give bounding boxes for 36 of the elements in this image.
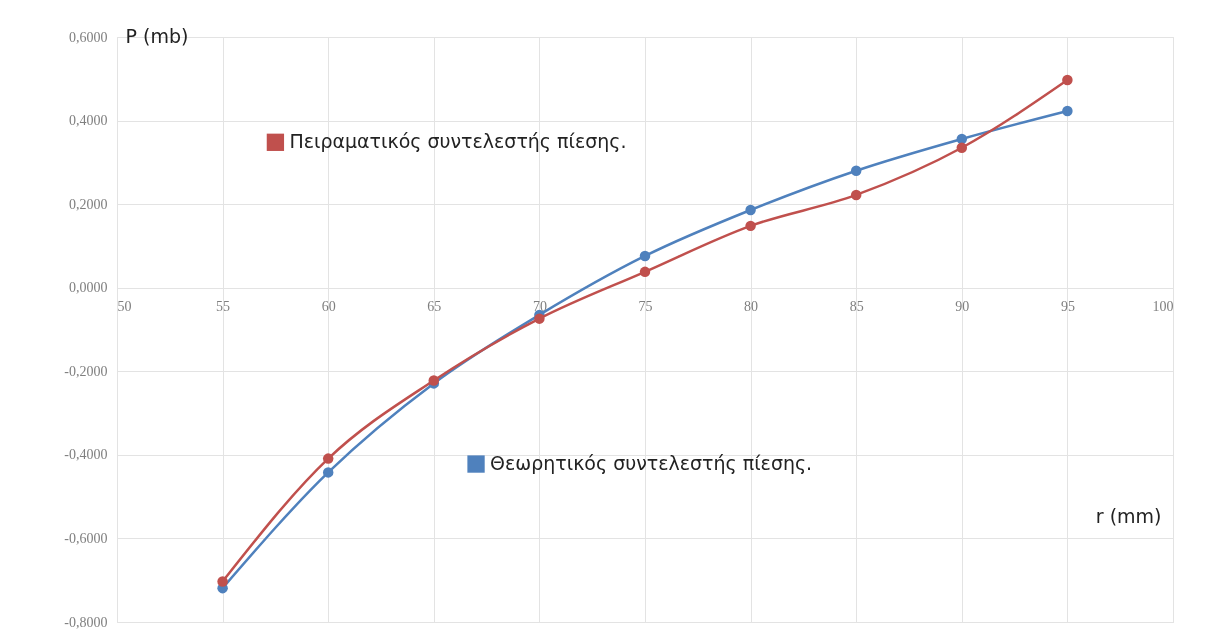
x-tick-label: 100	[1152, 299, 1174, 315]
x-tick-label: 65	[427, 299, 442, 315]
y-tick-label: -0,2000	[64, 363, 108, 379]
point	[850, 165, 862, 176]
point	[745, 220, 756, 232]
y-tick-label: -0,4000	[64, 447, 108, 463]
y-tick-label: 0,2000	[69, 196, 108, 212]
point	[850, 189, 862, 201]
x-tick-label: 85	[849, 299, 864, 315]
point	[322, 467, 334, 478]
x-tick-label: 50	[117, 299, 132, 315]
point	[639, 250, 651, 262]
x-axis-title: r (mm)	[1095, 504, 1162, 527]
legend-label: Θεωρητικός συντελεστής πίεσης.	[490, 452, 813, 475]
x-tick-label: 60	[321, 299, 336, 315]
y-tick-label: 0,0000	[69, 280, 108, 296]
point	[217, 576, 228, 587]
point	[1062, 105, 1073, 117]
point	[956, 133, 968, 145]
point	[534, 313, 545, 324]
point	[322, 453, 334, 464]
y-tick-label: 0,6000	[69, 29, 108, 45]
legend-label: Πειραματικός συντελεστής πίεσης.	[289, 130, 627, 153]
point	[1062, 74, 1073, 86]
x-tick-label: 95	[1060, 299, 1075, 315]
y-axis-title: P (mb)	[125, 24, 189, 47]
x-tick-label: 75	[638, 299, 653, 315]
point	[639, 266, 651, 278]
y-tick-label: 0,4000	[69, 113, 108, 129]
point	[745, 204, 756, 216]
x-tick-label: 80	[744, 299, 759, 315]
x-tick-label: 90	[955, 299, 970, 315]
point	[956, 142, 968, 153]
y-tick-label: -0,6000	[64, 530, 108, 546]
y-tick-label: -0,8000	[64, 614, 108, 630]
x-tick-label: 55	[216, 299, 231, 315]
